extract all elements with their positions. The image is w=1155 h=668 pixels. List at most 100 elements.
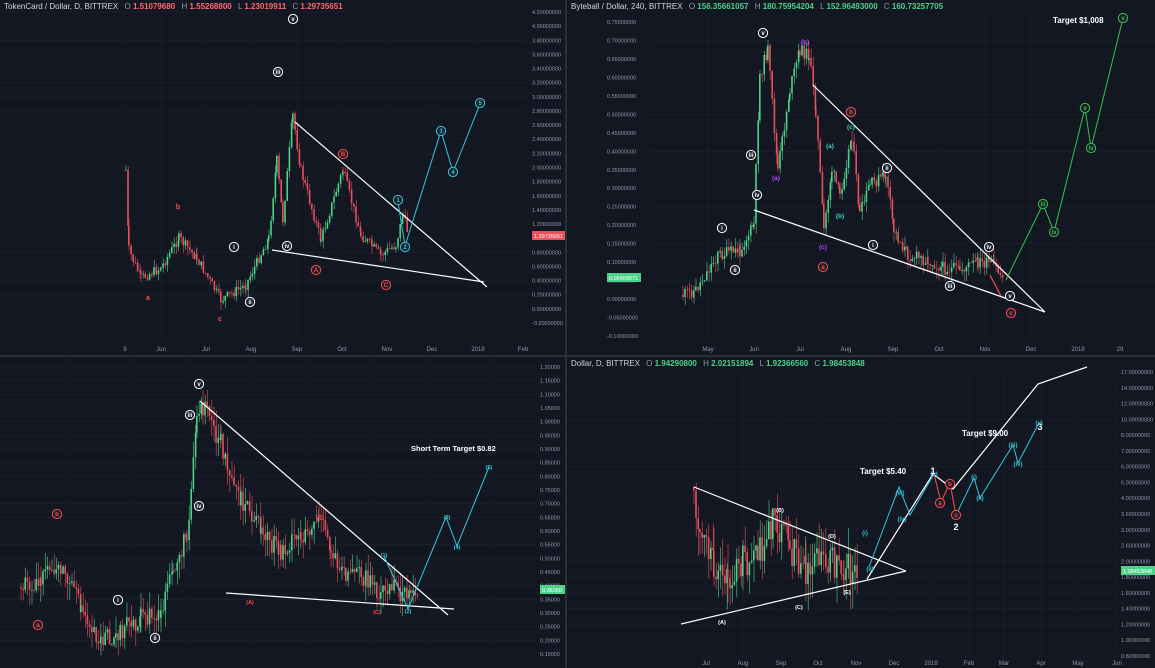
candle-body [206,401,208,407]
candle-body [369,575,371,588]
candle-body [990,260,992,263]
wave-label-green-i: iii [1040,202,1045,208]
candle-body [842,573,845,577]
candle-body [344,171,346,173]
candle-body [384,585,386,591]
candle-body [293,534,295,536]
x-tick-label: Dec [889,661,900,667]
candle-body [938,268,940,271]
candle-body [697,518,699,530]
candle-body [155,267,157,275]
candle-body [207,273,209,278]
target-label: Short Term Target $0.82 [411,444,496,453]
wave-label-b-marker [51,508,63,520]
wave-label-iii: iii [275,70,280,76]
candle-body [55,569,57,574]
y-tick-label: 1.00000000 [1121,638,1150,644]
wave-label-D: (D) [828,534,836,540]
candle-body [68,583,71,584]
candle-body [948,271,951,273]
wave-label-i: i [117,598,119,604]
candle-body [151,608,153,618]
candle-body [715,576,717,580]
candle-body [77,588,80,594]
candle-body [343,566,345,568]
candle-body [375,244,377,247]
candle-body [282,202,284,223]
candle-body [231,292,233,294]
candle-body [157,610,160,621]
candle-body [345,567,347,581]
candle-body [266,531,269,540]
x-tick-label: Feb [964,661,975,667]
candle-body [957,265,959,267]
candle-body [121,624,124,639]
candle-body [408,590,410,599]
candle-body [779,151,781,169]
candle-body [132,254,134,262]
wave-label-iii: iii [187,413,192,419]
chart-panel-bottom-left: 1.20000 1.15000 1.10000 1.05000 1.00000 0.950… [0,357,567,668]
candle-body [705,534,708,538]
wave-label-2-marker [399,241,411,253]
candle-body [761,537,763,561]
candle-body [249,276,251,280]
candle-body [136,262,139,272]
candle-body [198,259,200,266]
y-tick-label: 0.25000000 [607,205,636,211]
candle-body [887,176,889,188]
candle-body [97,641,100,644]
y-tick-label: 2.60000000 [532,123,561,129]
wave-label-ii-marker [149,632,161,644]
wave-label-ii-marker [729,264,741,276]
candle-body [845,568,847,581]
candle-body [993,259,995,263]
y-tick-label: 0.35000000 [607,168,636,174]
y-tick-label: 0.55000 [540,543,560,549]
wave-label-v: (v) [930,472,937,478]
candle-body [831,547,834,551]
candle-body [242,285,244,288]
y-tick-label: -0.10000000 [607,334,638,340]
candle-body [748,562,751,576]
candle-body [918,251,920,258]
candle-body [132,619,135,627]
candle-body [793,68,795,77]
candle-body [286,171,288,201]
candle-body [810,58,812,67]
candle-body [294,113,296,131]
candle-body [350,189,353,204]
y-tick-label: 0.25000 [540,625,560,631]
candle-body [304,529,306,543]
candle-body [308,189,311,204]
y-tick-label: 3.60000000 [532,52,561,58]
wave-label-teal-b: (b) [836,213,844,220]
wave-label-b-marker [944,478,956,490]
candle-body [224,295,226,301]
wave-label-v-marker [193,378,205,390]
candle-body [259,517,262,534]
y-tick-label: 0.20000000 [532,293,561,299]
candle-body [333,196,335,203]
x-tick-label: Jun [749,347,759,353]
candle-body [877,174,880,187]
candle-body [228,291,231,293]
candle-body [322,519,324,521]
y-tick-label: 1.10000 [540,392,560,398]
wave-label-A: (A) [246,600,254,606]
x-tick-label: Oct [934,347,944,353]
candle-body [186,538,188,541]
trend-line-lower [680,570,907,625]
y-tick-label: 7.00000000 [1121,449,1150,455]
candle-body [820,551,822,565]
candle-body [393,579,395,591]
candle-body [927,257,929,265]
candle-body [940,266,942,271]
candle-body [767,45,769,60]
candle-body [977,256,979,268]
last-price-tag-bg [1121,566,1155,575]
wave-label-E: (E) [843,590,851,596]
candle-body [371,575,374,585]
candle-body [233,477,235,486]
candle-body [406,587,408,599]
